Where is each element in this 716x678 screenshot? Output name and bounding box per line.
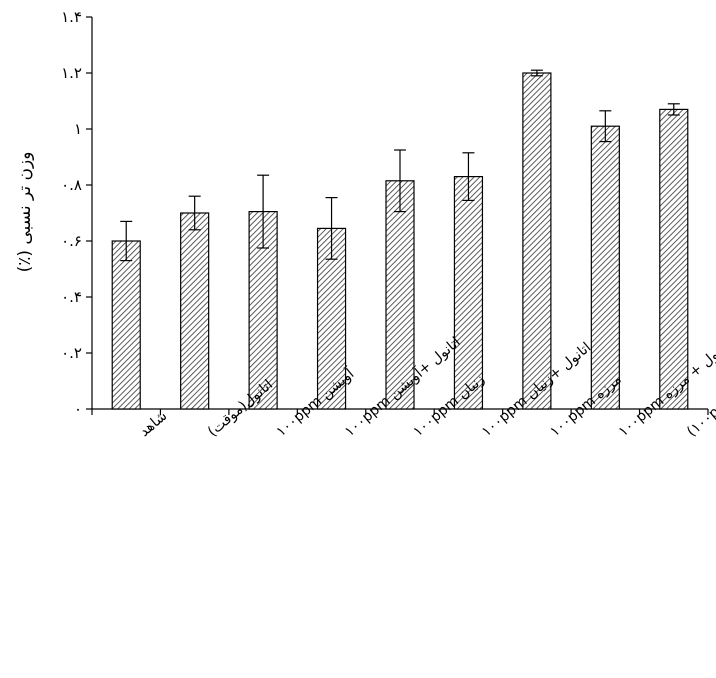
y-axis-label: وزن تر نسبی (٪) [15,152,35,273]
y-tick-label: ۱ [74,120,82,138]
bar [590,125,620,410]
bar [111,240,141,410]
y-tick-label: ۰ [74,400,82,418]
y-tick-label: ۰.۸ [61,176,82,194]
bars [111,69,689,410]
bar [522,72,552,410]
y-tick-label: ۱.۴ [61,8,82,26]
bar [180,212,210,410]
y-tick-label: ۰.۲ [61,344,82,362]
y-tick-label: ۰.۶ [61,232,82,250]
y-tick-label: ۰.۴ [61,288,82,306]
bar [385,180,415,410]
bar [659,108,689,410]
y-tick-label: ۱.۲ [61,64,82,82]
bar [453,176,484,410]
category-label: شاهد [137,408,171,440]
